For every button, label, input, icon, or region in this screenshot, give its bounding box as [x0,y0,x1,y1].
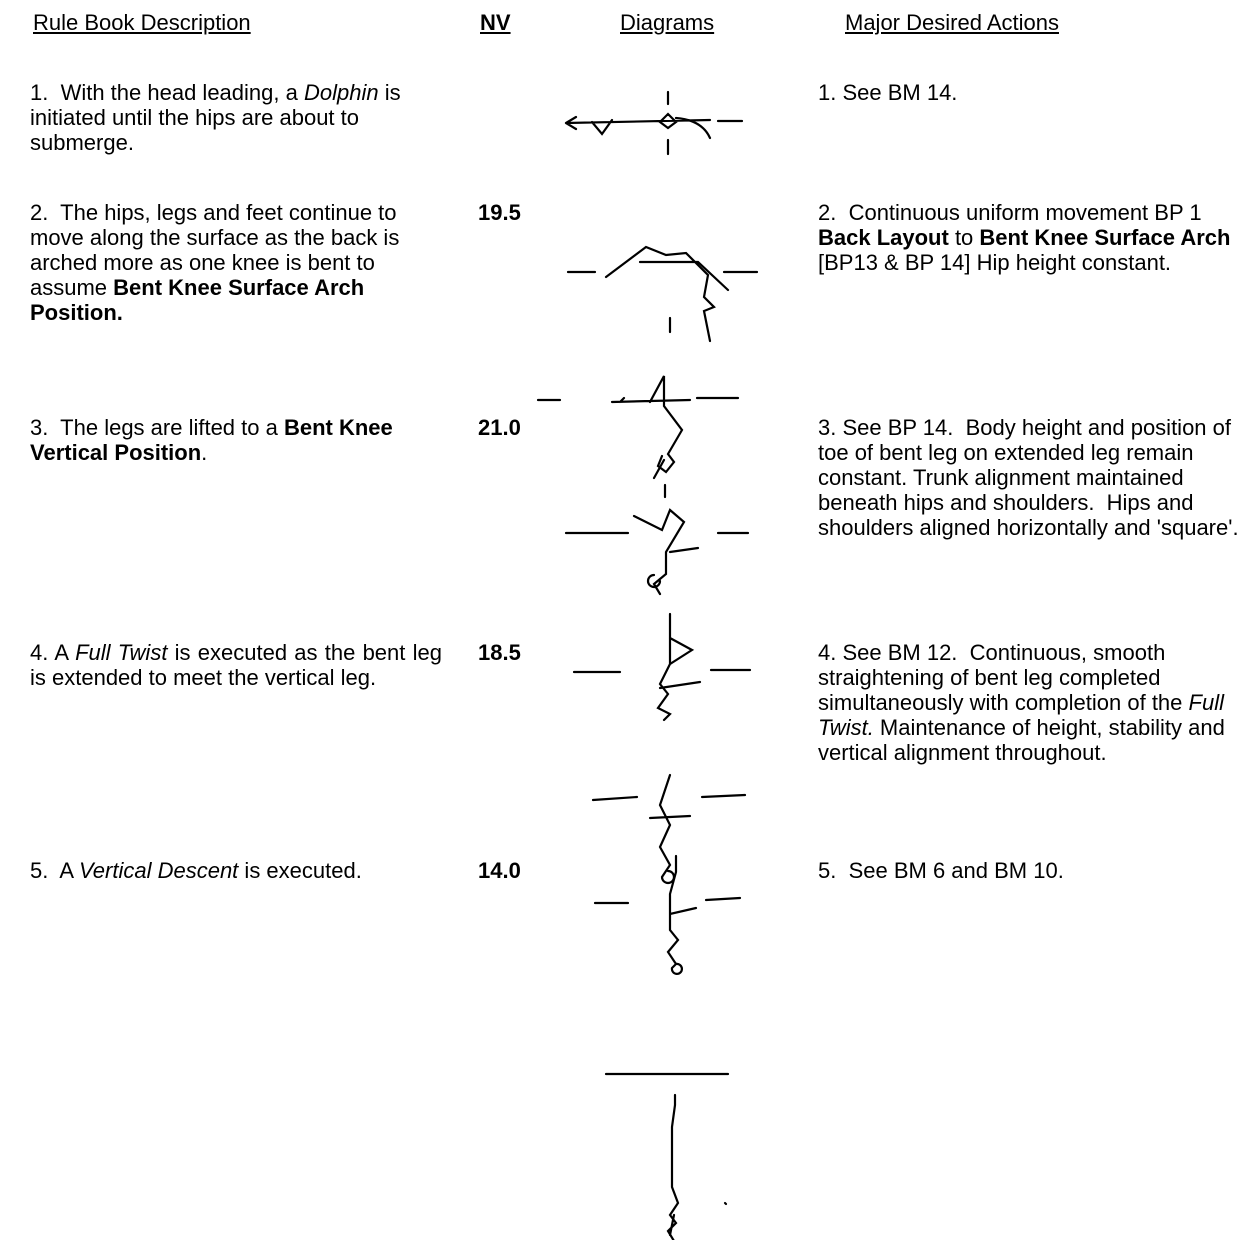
text-run: 1. With the head leading, a [30,80,304,105]
text-run: Dolphin [303,80,379,105]
desired-actions: 2. Continuous uniform movement BP 1 Back… [818,200,1243,275]
diagram [572,612,752,722]
diagram [564,508,750,596]
text-run: Bent Knee Vertical Position [30,415,399,465]
rule-description: 2. The hips, legs and feet continue to m… [30,200,442,325]
desired-actions: 3. See BP 14. Body height and position o… [818,415,1243,540]
text-run: 4. See BM 12. Continuous, smooth straigh… [818,640,1189,715]
nv-value: 18.5 [478,640,521,665]
text-run: 2. Continuous uniform movement BP 1 [818,200,1208,225]
text-run: 1. See BM 14. [818,80,958,105]
diagram [593,854,742,975]
text-run: to [948,225,980,250]
rule-description: 3. The legs are lifted to a Bent Knee Ve… [30,415,442,465]
text-run: Bent Knee Surface Arch Position. [30,275,371,325]
text-run: [BP13 & BP 14] Hip height constant. [818,225,1237,275]
desired-actions: 5. See BM 6 and BM 10. [818,858,1243,883]
rule-description: 5. A Vertical Descent is executed. [30,858,442,883]
rule-description: 1. With the head leading, a Dolphin is i… [30,80,442,155]
text-run: 5. A [30,858,79,883]
nv-value: 21.0 [478,415,521,440]
diagram [591,773,747,885]
desired-actions: 4. See BM 12. Continuous, smooth straigh… [818,640,1243,765]
text-run: 2. The hips, legs and feet continue to m… [30,200,406,300]
text-run: Vertical Descent [78,858,239,883]
desired-actions: 1. See BM 14. [818,80,1243,105]
text-run: 3. See BP 14. Body height and position o… [818,415,1239,540]
column-header: Rule Book Description [33,10,251,35]
column-header: Diagrams [620,10,715,35]
text-run: is initiated until the hips are about to… [30,80,407,155]
text-run: Bent Knee Surface Arch [979,225,1231,250]
text-run: is executed. [238,858,362,883]
text-run: 5. See BM 6 and BM 10. [818,858,1064,883]
text-run: . [201,440,208,465]
column-header: NV [480,10,511,35]
diagram [536,375,740,499]
text-run: Full Twist [75,640,168,665]
text-run: is executed as the bent leg is extended … [30,640,449,690]
text-run: Full Twist. [818,690,1231,740]
text-run: 3. The legs are lifted to a [30,415,284,440]
diagram [564,90,744,156]
nv-value: 14.0 [478,858,521,883]
diagram [566,245,759,343]
nv-value: 19.5 [478,200,521,225]
text-run: Back Layout [818,225,949,250]
diagram [604,1072,730,1240]
rule-description: 4. A Full Twist is executed as the bent … [30,640,442,690]
column-header: Major Desired Actions [845,10,1059,35]
text-run: Maintenance of height, stability and ver… [818,715,1231,765]
text-run: 4. A [30,640,76,665]
